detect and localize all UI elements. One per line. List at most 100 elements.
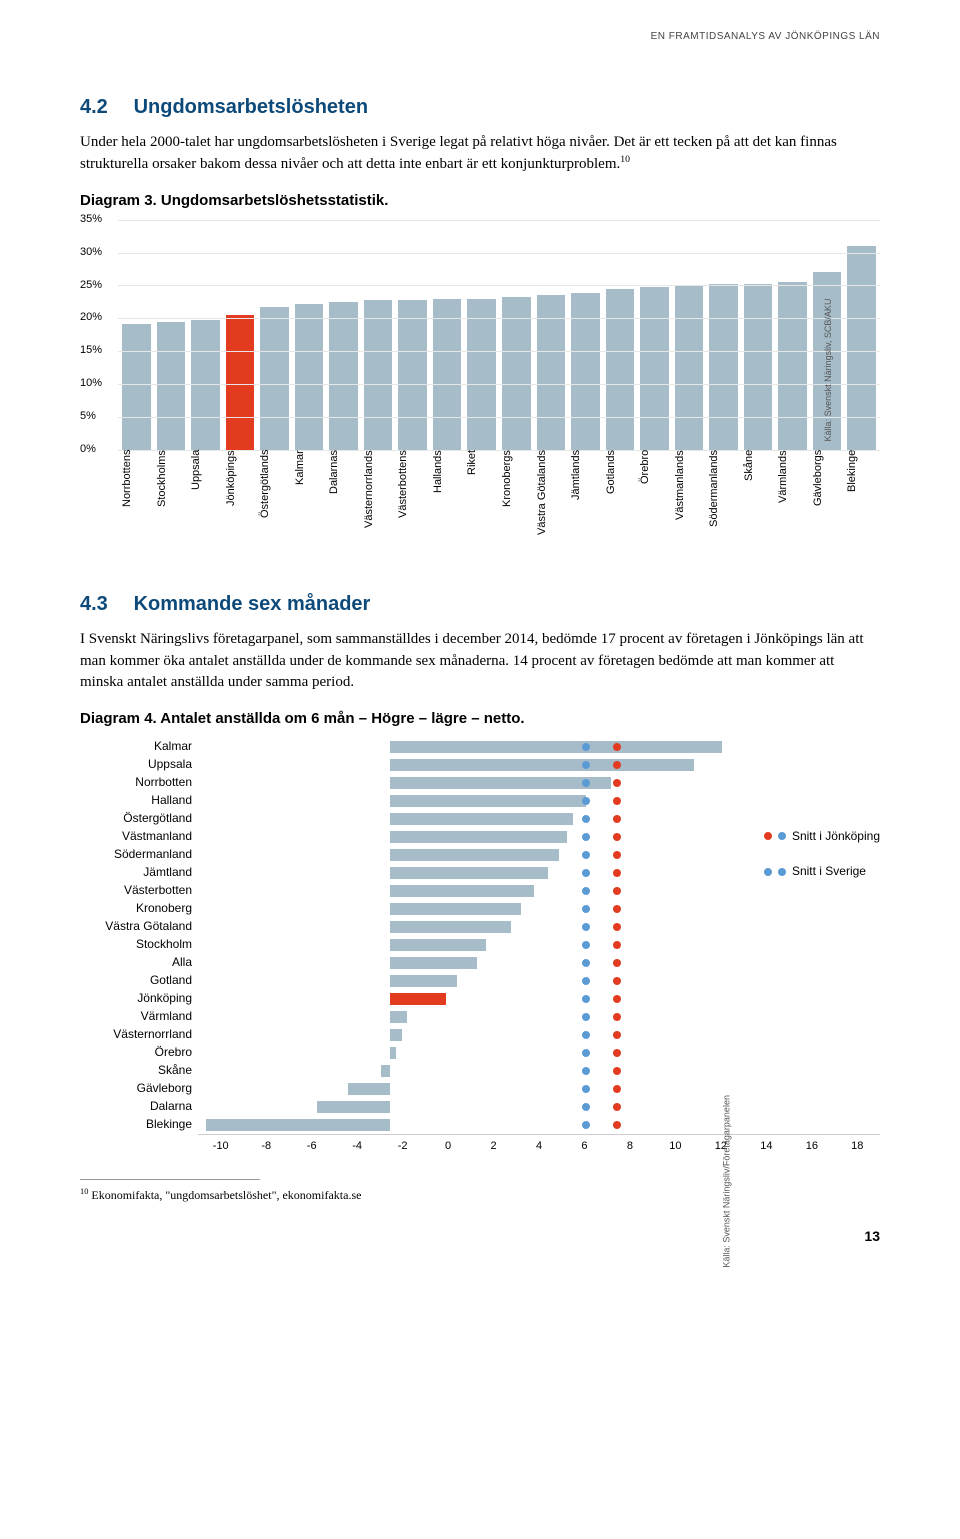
row-label: Kalmar — [80, 738, 198, 755]
row-label: Kronoberg — [80, 900, 198, 917]
x-tick-label: -8 — [243, 1139, 288, 1155]
x-category-label: Kronobergs — [502, 450, 531, 539]
row-label: Skåne — [80, 1062, 198, 1079]
x-tick-label: -2 — [380, 1139, 425, 1155]
gridline — [118, 285, 880, 286]
row-track — [198, 954, 736, 972]
diagram3-title: Diagram 3. Ungdomsarbetslöshetsstatistik… — [80, 190, 880, 212]
bar — [226, 315, 255, 450]
row-track — [198, 900, 736, 918]
bar-slot — [571, 220, 600, 450]
bar-slot — [709, 220, 738, 450]
x-category-label: Värmlands — [778, 450, 807, 539]
dot-blue — [582, 797, 590, 805]
row-track — [198, 792, 736, 810]
body-text: Under hela 2000-talet har ungdomsarbetsl… — [80, 134, 837, 173]
bar — [364, 300, 393, 450]
dot-blue — [582, 995, 590, 1003]
bar — [157, 322, 186, 450]
dot-blue — [582, 815, 590, 823]
row-track — [198, 828, 736, 846]
x-category-label: Kalmar — [295, 450, 324, 539]
bar-slot — [778, 220, 807, 450]
dot-red — [613, 869, 621, 877]
row-label: Gävleborg — [80, 1080, 198, 1097]
chart-row: Kalmar — [80, 738, 736, 756]
bar-slot — [502, 220, 531, 450]
bar — [675, 285, 704, 449]
row-track — [198, 1116, 736, 1134]
chart-row: Blekinge — [80, 1116, 736, 1134]
row-track — [198, 1044, 736, 1062]
row-track — [198, 918, 736, 936]
diagram4-xaxis: -10-8-6-4-2024681012141618 — [198, 1134, 880, 1155]
section-4-3-body: I Svenskt Näringslivs företagarpanel, so… — [80, 629, 880, 694]
bar-slot — [537, 220, 566, 450]
bar — [847, 246, 876, 450]
bar — [329, 302, 358, 450]
x-category-label: Östergötlands — [260, 450, 289, 539]
dot-blue — [582, 977, 590, 985]
h-bar — [390, 813, 573, 825]
dot-blue — [582, 959, 590, 967]
y-tick-label: 15% — [80, 343, 102, 359]
row-track — [198, 864, 736, 882]
chart-row: Östergötland — [80, 810, 736, 828]
h-bar — [390, 993, 446, 1005]
x-category-label: Västmanlands — [675, 450, 704, 539]
h-bar — [390, 867, 548, 879]
row-track — [198, 1062, 736, 1080]
dot-red — [613, 905, 621, 913]
row-track — [198, 774, 736, 792]
row-label: Södermanland — [80, 846, 198, 863]
h-bar — [390, 903, 521, 915]
bar-slot — [606, 220, 635, 450]
footnote: 10 Ekonomifakta, "ungdomsarbetslöshet", … — [80, 1186, 880, 1204]
x-category-label: Skåne — [744, 450, 773, 539]
dot-blue — [582, 941, 590, 949]
dot-blue — [582, 905, 590, 913]
bar — [398, 300, 427, 450]
row-track — [198, 1026, 736, 1044]
x-tick-label: 16 — [789, 1139, 834, 1155]
x-tick-label: 18 — [835, 1139, 880, 1155]
chart-row: Södermanland — [80, 846, 736, 864]
bar-slot — [364, 220, 393, 450]
h-bar — [390, 759, 694, 771]
y-tick-label: 25% — [80, 278, 102, 294]
bar-slot — [847, 220, 876, 450]
bar — [260, 307, 289, 450]
y-tick-label: 0% — [80, 442, 96, 458]
bar — [295, 304, 324, 450]
y-tick-label: 5% — [80, 409, 96, 425]
dot-red — [613, 995, 621, 1003]
bar-slot — [329, 220, 358, 450]
chart-row: Stockholm — [80, 936, 736, 954]
x-category-label: Jämtlands — [571, 450, 600, 539]
row-label: Dalarna — [80, 1098, 198, 1115]
footnote-text: Ekonomifakta, "ungdomsarbetslöshet", eko… — [91, 1188, 361, 1202]
bar — [778, 282, 807, 450]
legend-row: Snitt i Jönköping — [764, 828, 880, 845]
dot-blue — [582, 1031, 590, 1039]
x-category-label: Västerbottens — [398, 450, 427, 539]
x-category-label: Södermanlands — [709, 450, 738, 539]
dot-red — [613, 1103, 621, 1111]
footnote-rule — [80, 1179, 260, 1180]
h-bar — [348, 1083, 390, 1095]
row-label: Jönköping — [80, 990, 198, 1007]
row-label: Halland — [80, 792, 198, 809]
chart-row: Gävleborg — [80, 1080, 736, 1098]
x-category-label: Gävleborgs — [813, 450, 842, 539]
diagram3-bars — [118, 220, 880, 450]
dot-red — [613, 1031, 621, 1039]
legend-row: Snitt i Sverige — [764, 863, 880, 880]
row-track — [198, 810, 736, 828]
gridline — [118, 351, 880, 352]
bar-slot — [398, 220, 427, 450]
dot-red — [613, 761, 621, 769]
gridline — [118, 384, 880, 385]
bar-slot — [640, 220, 669, 450]
legend-dot — [764, 832, 772, 840]
row-track — [198, 990, 736, 1008]
